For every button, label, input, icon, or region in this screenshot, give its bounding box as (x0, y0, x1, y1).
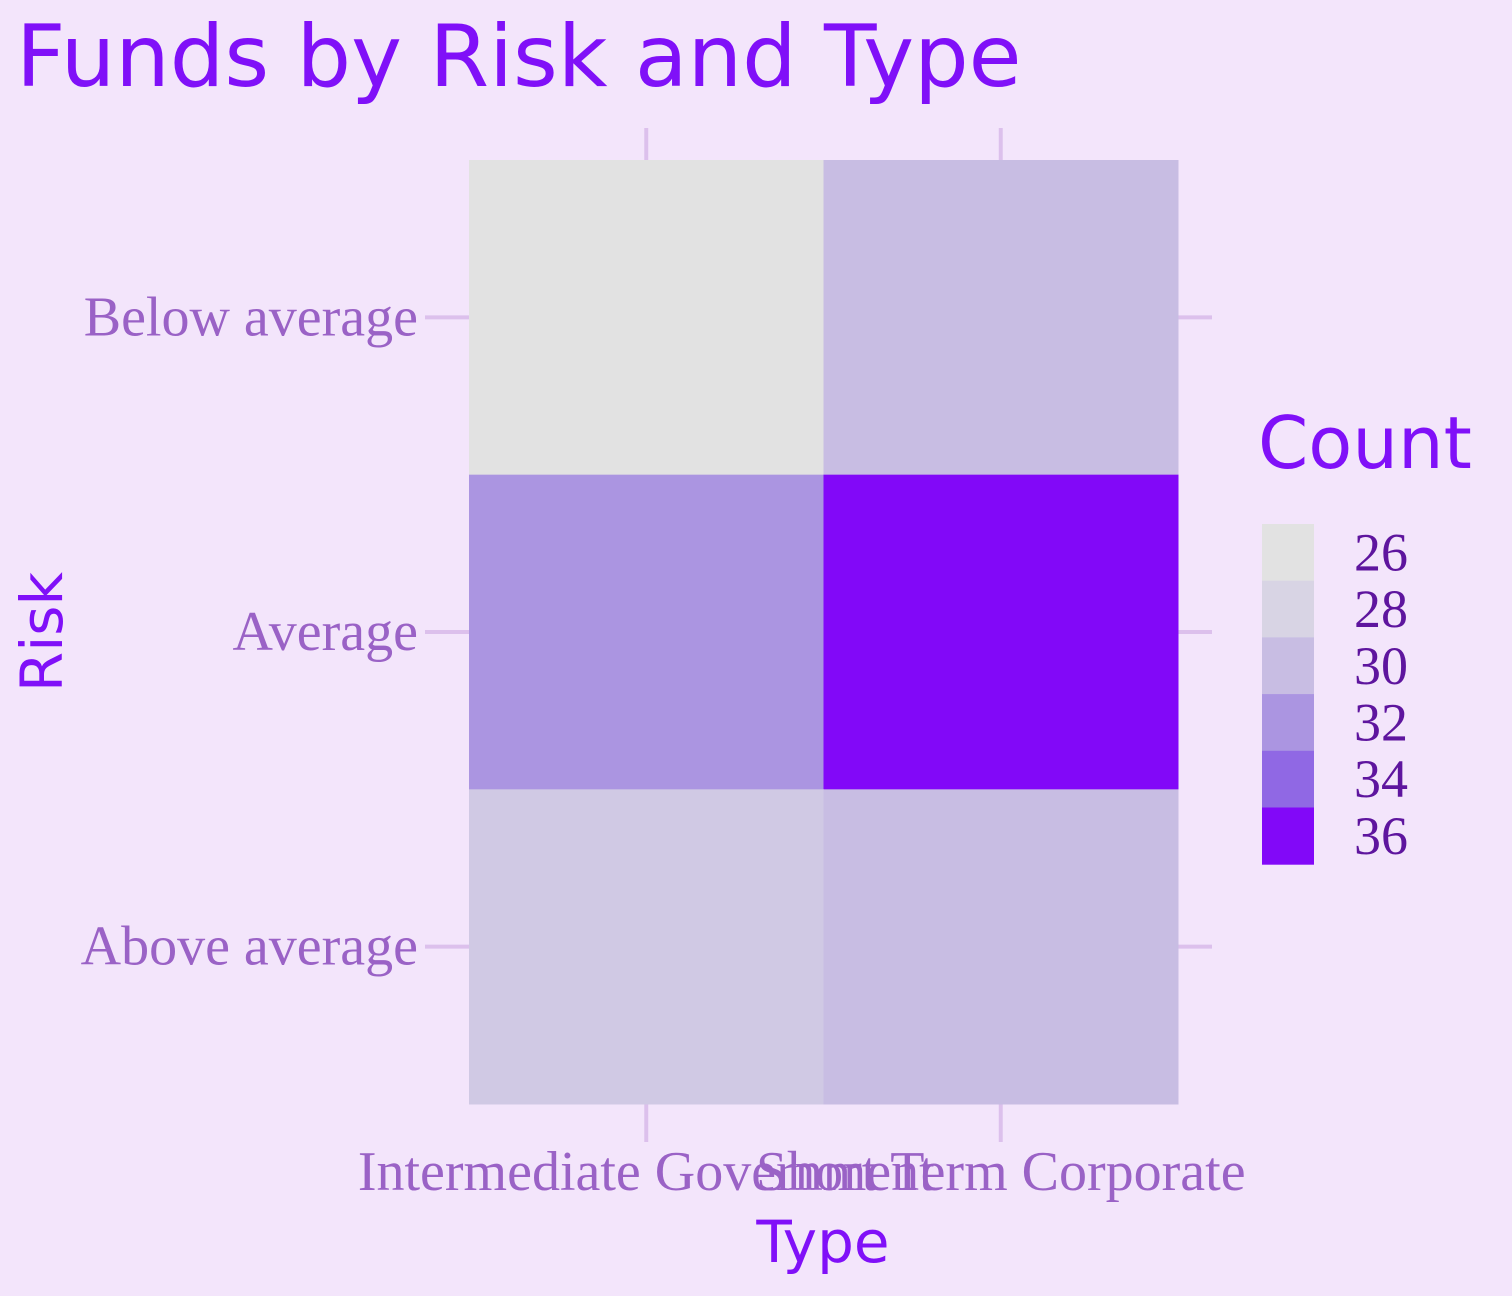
legend-key-swatch (1262, 637, 1314, 695)
heatmap-cell (823, 160, 1179, 476)
legend-key-label: 36 (1354, 806, 1408, 866)
legend-key-label: 34 (1354, 749, 1408, 809)
legend-key-swatch (1262, 750, 1314, 808)
y-axis-title: Risk (8, 571, 76, 692)
legend-key-swatch (1262, 807, 1314, 865)
legend-key-label: 28 (1354, 579, 1408, 639)
legend-key-swatch (1262, 524, 1314, 582)
tick-marks (425, 128, 1212, 1142)
y-tick-label: Above average (81, 916, 418, 978)
legend-title: Count (1258, 401, 1472, 485)
heatmap-cell (469, 789, 824, 1105)
heatmap-cell (823, 789, 1179, 1105)
chart-title: Funds by Risk and Type (16, 7, 1022, 107)
heatmap-cell (469, 474, 824, 790)
legend-key-label: 26 (1354, 522, 1408, 582)
heatmap-cells (469, 160, 1179, 1105)
x-axis-title: Type (755, 1208, 889, 1276)
legend-key-label: 32 (1354, 692, 1408, 752)
legend-key-label: 30 (1354, 636, 1408, 696)
y-tick-label: Below average (84, 286, 418, 348)
x-tick-label: Intermediate Government (358, 1141, 935, 1203)
legend-key-swatch (1262, 694, 1314, 752)
x-tick-label: Short Term Corporate (756, 1141, 1246, 1203)
heatmap-cell (823, 474, 1179, 790)
y-tick-label: Average (233, 601, 419, 663)
legend-key-swatch (1262, 580, 1314, 638)
heatmap-cell (469, 160, 824, 476)
y-tick-labels: Below average Average Above average (81, 286, 418, 977)
